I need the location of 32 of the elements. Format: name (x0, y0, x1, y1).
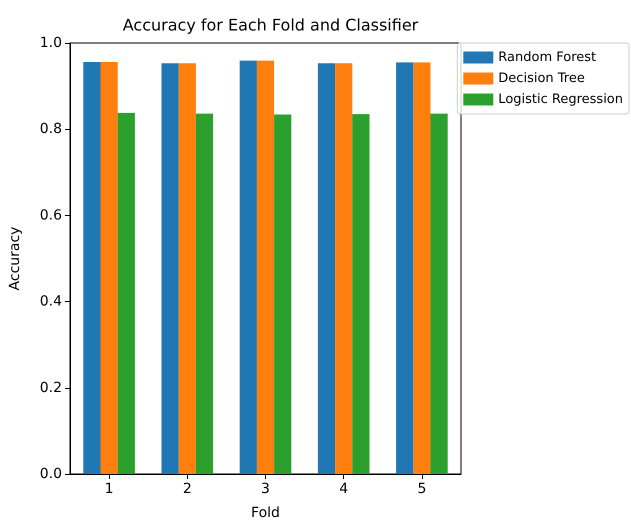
bar (413, 62, 430, 474)
y-axis-title: Accuracy (7, 226, 23, 290)
legend-label: Logistic Regression (498, 92, 624, 107)
bar (178, 63, 196, 474)
y-tick-label: 0.6 (40, 207, 62, 224)
bar (196, 114, 214, 474)
bar (118, 112, 135, 474)
bar (100, 62, 118, 474)
y-tick-label: 0.8 (40, 121, 62, 138)
bar (430, 114, 448, 474)
x-tick-label: 2 (182, 481, 192, 497)
y-tick-label: 0.0 (40, 466, 62, 482)
bar (318, 63, 336, 474)
x-tick-label: 1 (104, 481, 114, 497)
y-tick-label: 0.2 (40, 380, 62, 396)
x-axis-title: Fold (251, 505, 280, 521)
bar (240, 60, 257, 474)
y-tick-label: 1.0 (40, 35, 62, 51)
legend-label: Decision Tree (498, 71, 585, 86)
chart-title: Accuracy for Each Fold and Classifier (122, 16, 419, 34)
bar (256, 60, 274, 474)
bar (352, 114, 370, 474)
y-tick-label: 0.4 (40, 294, 62, 310)
bar (274, 114, 292, 474)
x-tick-label: 5 (417, 481, 426, 497)
legend-label: Random Forest (498, 50, 596, 65)
bar (335, 63, 352, 474)
bar (83, 62, 100, 474)
bar (396, 62, 414, 474)
x-tick-label: 3 (261, 481, 270, 497)
x-tick-label: 4 (339, 481, 348, 497)
bar (161, 63, 179, 474)
